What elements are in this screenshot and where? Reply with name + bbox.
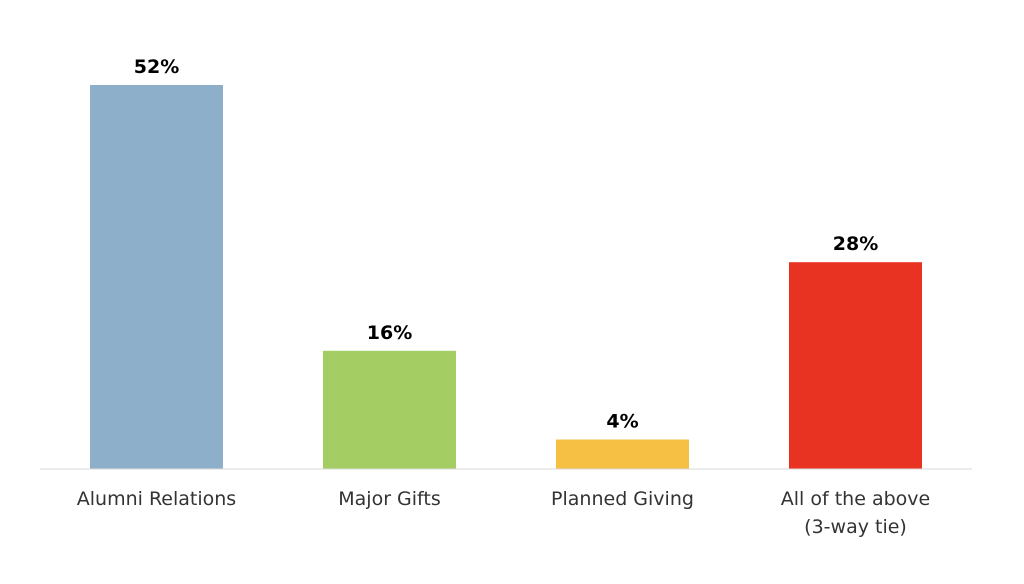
value-label-all-of-the-above-3-way-tie: 28% [833,233,878,255]
category-label-alumni-relations: Alumni Relations [77,488,236,510]
category-label-all-of-the-above-3-way-tie: All of the above (3-way tie) [781,488,930,538]
category-label-major-gifts: Major Gifts [338,488,441,510]
bar-planned-giving [556,439,689,469]
bar-alumni-relations [90,85,223,469]
bars-group [90,85,922,469]
bar-major-gifts [323,350,456,469]
value-label-major-gifts: 16% [367,322,412,344]
value-label-planned-giving: 4% [606,411,638,433]
category-labels-group: Alumni Relations Major Gifts Planned Givin… [77,488,930,538]
value-label-alumni-relations: 52% [134,56,179,78]
value-labels-group: 52% 16% 4% 28% [134,56,878,433]
bar-all-of-the-above-3-way-tie [789,262,922,469]
category-label-planned-giving: Planned Giving [551,488,694,510]
